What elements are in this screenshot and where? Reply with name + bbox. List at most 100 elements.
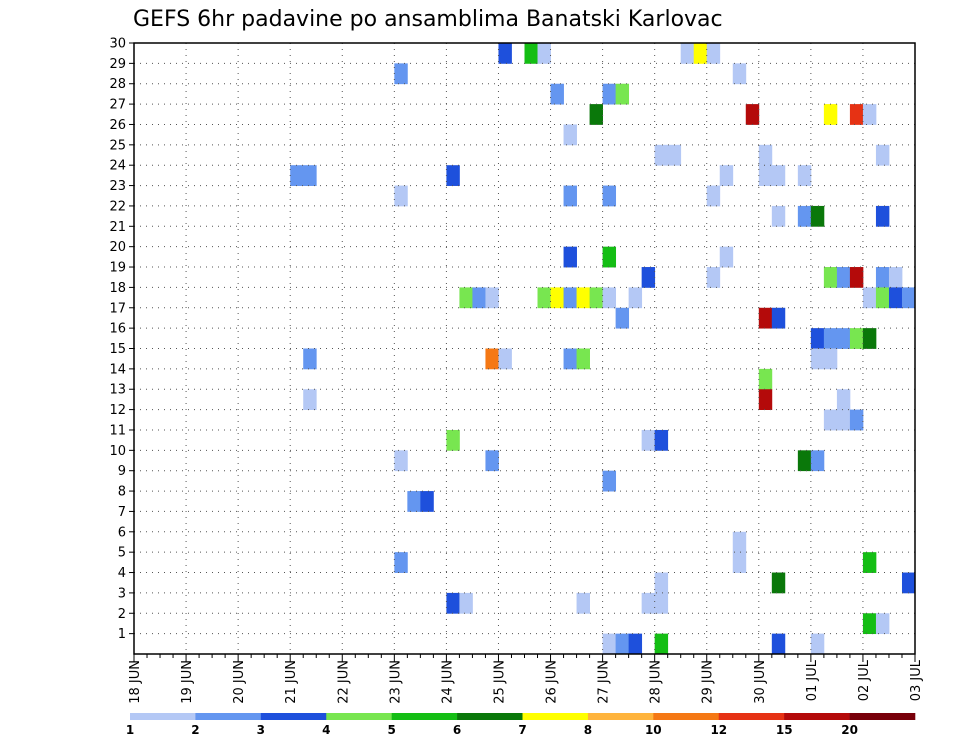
x-tick-label: 03 JUL bbox=[909, 659, 924, 701]
heatmap-cell bbox=[641, 267, 656, 288]
heatmap-cell bbox=[836, 267, 851, 288]
heatmap-cell bbox=[745, 104, 760, 125]
heatmap-cell bbox=[875, 267, 890, 288]
y-tick-label: 2 bbox=[118, 607, 126, 622]
heatmap-cell bbox=[862, 287, 877, 309]
legend-swatch bbox=[784, 713, 850, 720]
y-tick-label: 13 bbox=[109, 383, 126, 398]
heatmap-cell bbox=[875, 205, 890, 227]
y-tick-label: 25 bbox=[109, 138, 126, 153]
heatmap-cell bbox=[641, 592, 656, 614]
heatmap-cell bbox=[303, 389, 317, 410]
heatmap-cell bbox=[615, 83, 630, 105]
y-tick-label: 8 bbox=[118, 485, 126, 500]
legend-swatch bbox=[130, 713, 196, 720]
y-tick-label: 27 bbox=[109, 98, 126, 113]
heatmap-cell bbox=[758, 389, 773, 410]
heatmap-cell bbox=[563, 348, 577, 370]
heatmap-cell bbox=[706, 43, 721, 64]
legend-swatch bbox=[195, 713, 262, 720]
heatmap-cell bbox=[862, 104, 877, 125]
heatmap-cell bbox=[524, 43, 538, 64]
y-tick-label: 9 bbox=[118, 464, 126, 479]
legend-label: 1 bbox=[126, 723, 134, 737]
heatmap-cell bbox=[771, 205, 786, 227]
legend-label: 4 bbox=[322, 723, 330, 737]
y-tick-label: 6 bbox=[118, 525, 126, 540]
cells-layer bbox=[290, 43, 916, 655]
legend-label: 5 bbox=[388, 723, 396, 737]
heatmap-cell bbox=[901, 287, 916, 309]
heatmap-cell bbox=[602, 185, 617, 207]
y-tick-label: 29 bbox=[109, 57, 126, 72]
heatmap-cell bbox=[823, 267, 838, 288]
y-tick-label: 15 bbox=[109, 342, 126, 357]
y-tick-label: 4 bbox=[118, 566, 126, 581]
heatmap-cell bbox=[849, 104, 864, 125]
heatmap-cell bbox=[485, 348, 499, 370]
heatmap-cell bbox=[810, 328, 825, 349]
heatmap-cell bbox=[654, 572, 669, 594]
heatmap-cell bbox=[849, 267, 864, 288]
heatmap-cell bbox=[849, 328, 864, 349]
x-tick-label: 28 JUN bbox=[649, 660, 664, 704]
heatmap-cell bbox=[849, 409, 864, 431]
heatmap-cell bbox=[641, 429, 656, 451]
heatmap-cell bbox=[576, 287, 590, 309]
x-tick-label: 25 JUN bbox=[493, 660, 508, 704]
y-tick-label: 16 bbox=[109, 322, 126, 337]
y-tick-label: 17 bbox=[109, 301, 126, 316]
legend-swatch bbox=[653, 713, 720, 720]
legend-label: 15 bbox=[776, 723, 793, 737]
legend-label: 2 bbox=[191, 723, 199, 737]
heatmap-cell bbox=[446, 429, 460, 451]
legend-label: 12 bbox=[710, 723, 727, 737]
x-axis: 18 JUN 19 JUN 20 JUN 21 JUN 22 JUN 23 JUN 24 J… bbox=[128, 654, 924, 704]
legend-label: 8 bbox=[584, 723, 592, 737]
heatmap-cell bbox=[563, 246, 577, 268]
y-tick-label: 10 bbox=[109, 444, 126, 459]
heatmap-cell bbox=[602, 633, 617, 655]
heatmap-cell bbox=[654, 429, 669, 451]
y-tick-label: 26 bbox=[109, 118, 126, 133]
heatmap-cell bbox=[420, 491, 434, 512]
heatmap-cell bbox=[394, 450, 408, 472]
heatmap-cell bbox=[628, 287, 643, 309]
heatmap-cell bbox=[888, 267, 903, 288]
x-tick-label: 24 JUN bbox=[440, 660, 455, 704]
x-tick-label: 30 JUN bbox=[753, 660, 768, 704]
heatmap-cell bbox=[563, 287, 577, 309]
heatmap-cell bbox=[446, 592, 460, 614]
y-tick-label: 5 bbox=[118, 546, 126, 561]
legend-label: 6 bbox=[453, 723, 461, 737]
x-tick-label: 02 JUL bbox=[857, 659, 872, 701]
heatmap-cell bbox=[615, 633, 630, 655]
legend-label: 10 bbox=[645, 723, 662, 737]
y-tick-label: 3 bbox=[118, 586, 126, 601]
heatmap-cell bbox=[394, 63, 408, 85]
heatmap-cell bbox=[758, 307, 773, 329]
heatmap-cell bbox=[836, 328, 851, 349]
x-tick-label: 19 JUN bbox=[180, 660, 195, 704]
y-tick-label: 22 bbox=[109, 199, 126, 214]
x-tick-label: 27 JUN bbox=[597, 660, 612, 704]
x-tick-label: 23 JUN bbox=[388, 660, 403, 704]
x-tick-label: 21 JUN bbox=[284, 660, 299, 704]
heatmap-cell bbox=[693, 43, 708, 64]
heatmap-cell bbox=[654, 144, 669, 166]
heatmap-cell bbox=[589, 104, 603, 125]
y-tick-label: 30 bbox=[109, 37, 126, 52]
legend-label: 20 bbox=[841, 723, 858, 737]
chart-title: GEFS 6hr padavine po ansamblima Banatski… bbox=[133, 7, 723, 32]
heatmap-cell bbox=[836, 389, 851, 410]
heatmap-cell bbox=[706, 267, 721, 288]
heatmap-cell bbox=[563, 185, 577, 207]
heatmap-cell bbox=[290, 165, 304, 186]
y-tick-label: 18 bbox=[109, 281, 126, 296]
heatmap-cell bbox=[823, 104, 838, 125]
heatmap-cell bbox=[303, 165, 317, 186]
heatmap-cell bbox=[602, 287, 617, 309]
grid-layer bbox=[134, 43, 915, 654]
heatmap-cell bbox=[706, 185, 721, 207]
